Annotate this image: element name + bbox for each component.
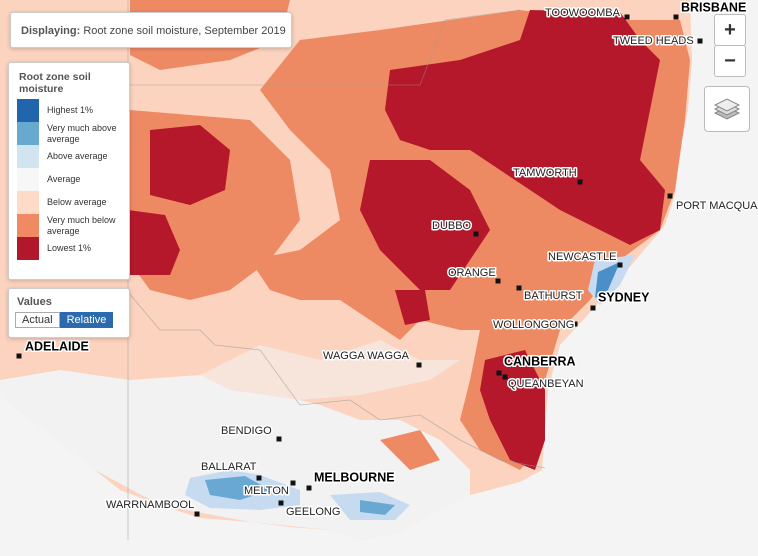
place-marker (473, 231, 479, 237)
lowest-area (395, 290, 430, 325)
place-marker (617, 262, 623, 268)
place-label: ORANGE (448, 267, 496, 279)
place-label: NEWCASTLE (548, 251, 616, 263)
legend-label: Average (47, 174, 81, 184)
legend-label: Very much above average (47, 122, 117, 144)
legend-swatch (17, 214, 39, 237)
legend-swatch (17, 237, 39, 260)
legend-item: Lowest 1% (9, 237, 129, 260)
legend-items: Highest 1% Very much above average Above a… (9, 99, 129, 260)
place-marker (502, 374, 508, 380)
display-info: Displaying: Root zone soil moisture, Sep… (10, 12, 292, 48)
place-label: WAGGA WAGGA (323, 350, 410, 362)
place-marker (667, 193, 673, 199)
place-label: QUEANBEYAN (508, 378, 584, 390)
place-marker (16, 353, 22, 359)
legend-item: Below average (9, 191, 129, 214)
lowest-area (128, 210, 180, 275)
legend: Root zone soil moisture Highest 1% Very m… (8, 62, 130, 280)
place-marker (673, 14, 679, 20)
place-label: BENDIGO (221, 425, 272, 437)
display-value: Root zone soil moisture, September 2019 (83, 25, 286, 37)
place-label: CANBERRA (504, 354, 576, 368)
place-marker (624, 14, 630, 20)
legend-label: Very much below average (47, 214, 116, 236)
place-labels: TOOWOOMBA BRISBANE TWEED HEADS TAMWORTH PORT… (16, 0, 758, 519)
place-marker (416, 362, 422, 368)
very-above-area (360, 500, 395, 515)
place-label: WARRNAMBOOL (106, 499, 194, 511)
legend-item: Average (9, 168, 129, 191)
average-area (200, 340, 460, 400)
place-marker (590, 305, 596, 311)
place-marker (278, 500, 284, 506)
place-label: MELTON (244, 485, 289, 497)
values-options: Actual Relative (15, 312, 129, 328)
state-border (128, 9, 521, 86)
place-label: GEELONG (286, 506, 340, 518)
legend-swatch (17, 99, 39, 122)
zoom-in[interactable]: + (714, 14, 746, 46)
place-label: SYDNEY (598, 290, 650, 304)
place-label: PORT MACQUA (676, 200, 758, 212)
legend-swatch (17, 122, 39, 145)
place-marker (276, 436, 282, 442)
place-label: TOOWOOMBA (545, 7, 621, 19)
place-marker (194, 511, 200, 517)
legend-label: Highest 1% (47, 105, 94, 115)
values-title: Values (17, 296, 52, 308)
place-label: TWEED HEADS (613, 35, 694, 47)
place-marker (495, 278, 501, 284)
legend-label: Below average (47, 197, 107, 207)
place-label: MELBOURNE (314, 470, 395, 484)
layers-button[interactable] (704, 86, 750, 132)
place-marker (256, 475, 262, 481)
layers-icon (713, 98, 741, 120)
legend-item: Very much above average (9, 122, 129, 145)
place-label: BATHURST (524, 290, 583, 302)
display-label: Displaying: (21, 25, 81, 37)
values-toggle: Values Actual Relative (8, 288, 130, 338)
place-marker (577, 179, 583, 185)
legend-swatch (17, 191, 39, 214)
place-marker (496, 370, 502, 376)
legend-item: Highest 1% (9, 99, 129, 122)
place-marker (290, 480, 296, 486)
legend-swatch (17, 168, 39, 191)
very-above-area (595, 262, 620, 298)
very-above-area (205, 476, 270, 500)
legend-label: Above average (47, 151, 108, 161)
lowest-area (385, 10, 665, 245)
lowest-area (360, 160, 490, 290)
place-marker (306, 485, 312, 491)
lowest-area (150, 125, 230, 205)
legend-label: Lowest 1% (47, 243, 92, 253)
place-label: BRISBANE (681, 0, 746, 14)
option-button[interactable]: Actual (15, 312, 60, 328)
legend-item: Above average (9, 145, 129, 168)
legend-title: Root zone soil moisture (19, 71, 91, 95)
place-label: WOLLONGONG (493, 319, 574, 331)
zoom-out[interactable]: − (714, 45, 746, 77)
legend-item: Very much below average (9, 214, 129, 237)
legend-swatch (17, 145, 39, 168)
place-label: DUBBO (432, 220, 472, 232)
place-label: BALLARAT (201, 461, 257, 473)
lowest-area (480, 350, 545, 470)
state-border (127, 291, 546, 469)
very-low-area (380, 430, 440, 470)
place-marker (572, 321, 578, 327)
place-marker (516, 285, 522, 291)
place-label: TAMWORTH (513, 167, 577, 179)
place-marker (697, 38, 703, 44)
place-label: ADELAIDE (25, 339, 89, 353)
option-button[interactable]: Relative (59, 312, 114, 328)
